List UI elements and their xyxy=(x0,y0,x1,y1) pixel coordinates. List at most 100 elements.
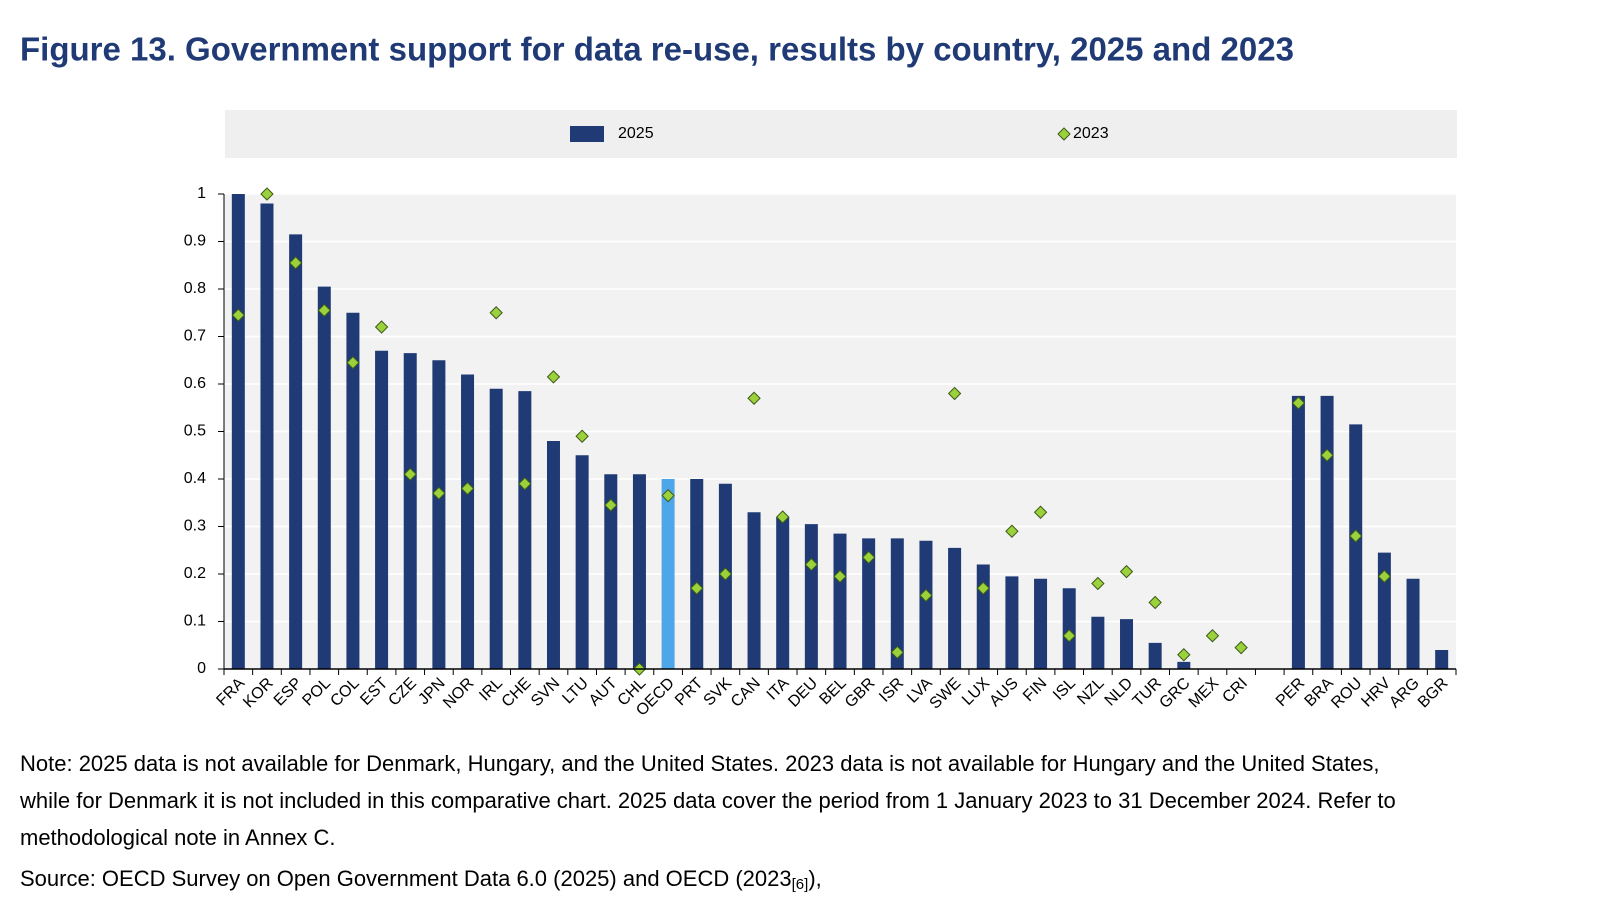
x-tick-label: PER xyxy=(1273,675,1308,710)
marker xyxy=(833,569,847,584)
x-tick-label: AUS xyxy=(986,675,1021,710)
marker xyxy=(1205,629,1220,643)
x-tick-label: NOR xyxy=(440,675,477,712)
x-tick-label: ISL xyxy=(1050,675,1079,704)
bar xyxy=(575,455,589,669)
marker xyxy=(947,386,962,401)
x-tick-label: POL xyxy=(299,675,334,710)
x-tick-label: LTU xyxy=(559,675,592,708)
bar xyxy=(1435,650,1449,669)
marker xyxy=(1005,524,1019,538)
marker xyxy=(1291,396,1306,410)
x-tick-label: AUT xyxy=(586,675,621,710)
bar xyxy=(289,234,303,669)
bar xyxy=(632,474,646,669)
marker xyxy=(976,581,990,595)
x-tick-label: CHE xyxy=(499,675,535,711)
bar xyxy=(346,312,360,669)
marker xyxy=(1033,505,1048,519)
bar xyxy=(260,203,274,669)
bar xyxy=(1177,661,1191,669)
marker xyxy=(489,306,503,320)
legend-box xyxy=(225,110,1457,158)
bar xyxy=(1062,588,1076,669)
x-tick-label: SVK xyxy=(701,675,736,710)
y-tick-label: 0.7 xyxy=(184,328,206,345)
note: while for Denmark it is not included in … xyxy=(19,788,1396,813)
y-tick-label: 0 xyxy=(197,660,206,677)
bar xyxy=(1320,395,1334,669)
y-tick-label: 0.1 xyxy=(184,613,206,630)
bar xyxy=(747,512,761,669)
bar xyxy=(804,524,818,669)
marker xyxy=(718,567,733,581)
x-tick-label: CZE xyxy=(385,675,420,710)
marker xyxy=(346,355,360,370)
marker xyxy=(288,256,303,270)
bar xyxy=(948,547,962,669)
marker xyxy=(747,391,761,405)
marker xyxy=(432,486,446,500)
x-tick-label: SVN xyxy=(528,675,563,710)
y-tick-label: 1 xyxy=(197,185,206,202)
x-tick-label: GBR xyxy=(842,675,879,712)
bar xyxy=(604,474,618,669)
x-tick-label: HRV xyxy=(1358,675,1394,711)
bar xyxy=(317,286,331,669)
marker xyxy=(1062,629,1076,643)
legend-label: 2023 xyxy=(1073,125,1109,142)
marker xyxy=(403,467,417,481)
x-tick-label: FRA xyxy=(213,675,248,710)
x-tick-label: ROU xyxy=(1328,675,1365,712)
x-tick-label: KOR xyxy=(240,675,277,712)
marker xyxy=(374,320,389,334)
bar xyxy=(375,350,389,669)
x-tick-label: CAN xyxy=(728,675,764,711)
x-tick-label: ESP xyxy=(271,675,306,710)
marker xyxy=(919,588,933,603)
bar xyxy=(890,538,904,669)
y-tick-label: 0.2 xyxy=(184,565,206,582)
marker xyxy=(1320,448,1334,462)
marker xyxy=(1177,648,1191,662)
bar xyxy=(1377,552,1391,669)
x-tick-label: SWE xyxy=(927,675,965,713)
legend-swatch xyxy=(1057,127,1071,141)
bar xyxy=(776,517,790,669)
y-tick-label: 0.9 xyxy=(184,233,206,250)
marker xyxy=(1148,595,1162,610)
marker xyxy=(260,187,274,201)
bar xyxy=(1120,619,1134,669)
bar xyxy=(1406,578,1420,669)
x-tick-label: EST xyxy=(357,675,391,709)
legend-label: 2025 xyxy=(618,125,654,142)
note: Note: 2025 data is not available for Den… xyxy=(20,751,1380,776)
bar xyxy=(690,479,704,669)
marker xyxy=(317,303,331,318)
x-tick-label: TUR xyxy=(1130,675,1165,710)
bar xyxy=(403,353,417,669)
marker xyxy=(775,510,790,524)
y-tick-label: 0.4 xyxy=(184,470,206,487)
bar xyxy=(661,479,675,669)
x-tick-label: PRT xyxy=(672,675,707,710)
y-tick-label: 0.5 xyxy=(184,423,206,440)
x-tick-label: DEU xyxy=(785,675,821,711)
bar xyxy=(1005,576,1019,669)
source-ref: [6] xyxy=(792,876,809,893)
x-tick-label: MEX xyxy=(1186,675,1223,712)
bar xyxy=(919,540,933,669)
bar xyxy=(833,533,847,669)
marker xyxy=(460,481,475,496)
x-tick-label: FIN xyxy=(1020,675,1050,705)
bar xyxy=(976,564,990,669)
bar xyxy=(1148,642,1162,669)
x-tick-label: NLD xyxy=(1102,675,1137,710)
marker xyxy=(604,498,618,512)
marker xyxy=(1091,576,1105,591)
note: methodological note in Annex C. xyxy=(20,825,336,850)
bar xyxy=(1091,616,1105,669)
source-text: Source: OECD Survey on Open Government D… xyxy=(20,866,792,891)
bar xyxy=(862,538,876,669)
